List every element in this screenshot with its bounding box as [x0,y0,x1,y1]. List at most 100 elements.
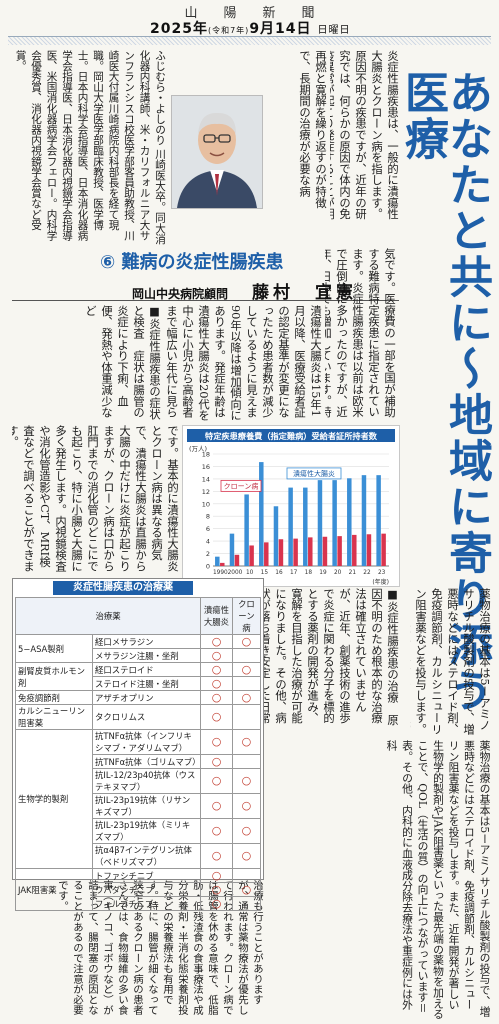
series-title: ⑥ 難病の炎症性腸疾患 [100,248,330,273]
issue-day: 9月14日 [249,21,312,37]
table-row: 抗α4β7インテグリン抗体（ベドリズマブ） ○ ○ [16,843,262,869]
bar-cd [249,545,254,566]
body-col-1: 炎症性腸疾患は、一般的に潰瘍性大腸炎とクローン病を指します。原因不明の疾患ですが… [330,50,399,220]
cd-mark: ○ [231,882,262,897]
bar-uc [303,487,308,566]
cd-mark [231,868,262,883]
y-tick-label: 10 [202,500,210,508]
uc-mark: ○ [200,690,233,705]
uc-mark: ○ [200,843,233,869]
table-row: 抗IL-23p19抗体（ミリキズマブ） ○ ○ [16,818,262,844]
cd-mark: ○ [231,662,262,677]
series-topic: 難病の炎症性腸疾患 [121,252,284,273]
cd-mark: ○ [231,729,262,755]
bar-cd [234,554,240,566]
y-axis-unit: (万人) [189,445,207,453]
bar-uc [244,494,249,566]
x-tick-label: 10 [246,570,254,576]
bar-cd [337,536,342,566]
issue-year: 2025年 [150,21,208,37]
bar-uc [317,480,323,566]
y-tick-label: 0 [206,563,210,571]
drug-class: 副腎皮質ホルモン剤 [15,662,93,691]
table-row: ウパダシチニブ ○ ○ [16,882,262,897]
drug-class: カルシニューリン阻害薬 [15,704,93,730]
drug-name: 抗IL-23p19抗体（ミリキズマブ） [91,818,202,844]
body-col-5: ■炎症性腸疾患の症状と検査 症状は腸管の炎症により下痢、血便、発熱や体重減少など [84,305,161,420]
bar-cd [366,534,372,566]
chart: 特定疾患療養費（指定難病）受給者証所持者数 (万人) (年度) 0 2 4 6 8 10 12 14… [182,425,400,587]
cd-mark: ○ [231,690,262,705]
bar-cd [322,536,328,566]
drug-name: ステロイド注腸・坐剤 [91,676,202,691]
bar-chart: 特定疾患療養費（指定難病）受給者証所持者数 (万人) (年度) 0 2 4 6 8 10 12 14… [187,429,395,586]
drug-class: 5−ASA製剤 [15,634,93,663]
bar-uc [288,487,293,566]
x-tick-label: 22 [363,570,371,576]
x-tick-label: 19 [319,570,327,576]
bar-uc [273,506,279,566]
table-row: 生物学的製剤 抗TNFα抗体（インフリキシマブ・アダリムマブ） ○ ○ [15,729,262,869]
newspaper-name: 山陽新聞 [184,6,341,21]
cd-mark [231,704,262,730]
issue-date: 2025年(令和7年)9月14日 日曜日 [150,18,351,38]
col-header-cd: クローン病 [231,597,262,635]
author-photo [171,95,263,209]
bar-uc [332,480,337,566]
table-row: 抗IL-12/23p40抗体（ウステキヌマブ） ○ ○ [16,768,262,794]
byline: 岡山中央病院顧問 藤村 宜憲 [132,278,357,303]
cd-mark: ○ [231,768,262,794]
uc-mark: ○ [200,634,233,649]
body-col-1b: 再燃と寛解を繰り返すのが特徴で、長期間の治療が必要な病 [298,50,327,209]
y-tick-label: 18 [202,451,210,459]
table-row: カルシニューリン阻害薬 タクロリムス ○ [15,704,262,730]
col-header-uc: 潰瘍性大腸炎 [200,597,233,635]
bar-cd [308,537,313,566]
drug-name: 抗IL-23p19抗体（リサンキズマブ） [91,793,202,819]
body-col-8: 薬物治療の基本は5ーアミノサリチル酸製剤の投与で、増悪時などにはステロイド剤、免… [385,740,491,1020]
drug-name: タクロリムス [91,704,202,730]
x-axis-unit: (年度) [372,578,389,586]
uc-mark: ○ [200,768,233,794]
cd-mark [231,676,262,691]
bar-uc [215,556,220,566]
author-affiliation: 岡山中央病院顧問 [132,287,229,301]
uc-mark: ○ [200,793,233,819]
treatment-table: 炎症性腸疾患の治療薬 治療薬 潰瘍性大腸炎 クローン病 5−ASA製剤 経口メサラ… [12,578,264,911]
author-portrait-icon [172,96,262,208]
body-col-9: 治療も行うことがありますが、通常は薬物療法が優先して行われます。クローン病では腸… [56,880,263,1016]
drug-name: メサラジン注腸・坐剤 [91,648,202,663]
chart-title-bar [187,429,395,442]
drug-name: 抗TNFα抗体（ゴリムマブ） [91,754,202,769]
bar-uc [229,533,235,566]
table-title: 炎症性腸疾患の治療薬 [53,581,193,595]
uc-mark: ○ [200,704,233,730]
author-profile: ふじむら・よしのり 川崎医大卒。同大消化器内科講師、米・カリフォルニア大サンフラ… [14,50,167,245]
x-tick-label: 21 [349,570,357,576]
cd-mark [231,754,262,769]
y-tick-label: 2 [206,550,210,558]
series-number: ⑥ [100,252,116,273]
table-row: 抗TNFα抗体（ゴリムマブ） ○ [16,754,262,769]
legend-uc-label: 潰瘍性大腸炎 [293,469,335,478]
cd-mark: ○ [231,843,262,869]
table-row: 5−ASA製剤 経口メサラジン ○ ○ [15,634,262,663]
y-tick-label: 16 [202,463,210,471]
masthead: 山陽新聞 2025年(令和7年)9月14日 日曜日 [0,0,499,40]
y-tick-label: 12 [202,488,210,496]
issue-era: (令和7年) [207,26,250,35]
drug-name: ウパダシチニブ [91,882,202,897]
cd-mark [231,896,262,911]
uc-mark: ○ [200,868,233,883]
bar-uc [361,475,367,566]
table-header-row: 治療薬 潰瘍性大腸炎 クローン病 [14,597,262,635]
x-tick-label: 16 [275,570,283,576]
y-tick-label: 8 [206,513,210,521]
uc-mark: ○ [200,648,233,663]
bar-uc [259,462,264,566]
treatment-grid: 治療薬 潰瘍性大腸炎 クローン病 5−ASA製剤 経口メサラジン ○ ○ メサラジン注腸… [14,597,262,911]
y-tick-label: 14 [202,475,210,483]
bar-cd [293,538,298,566]
bar-cd [381,533,386,566]
table-row: ステロイド注腸・坐剤 ○ [16,676,262,691]
